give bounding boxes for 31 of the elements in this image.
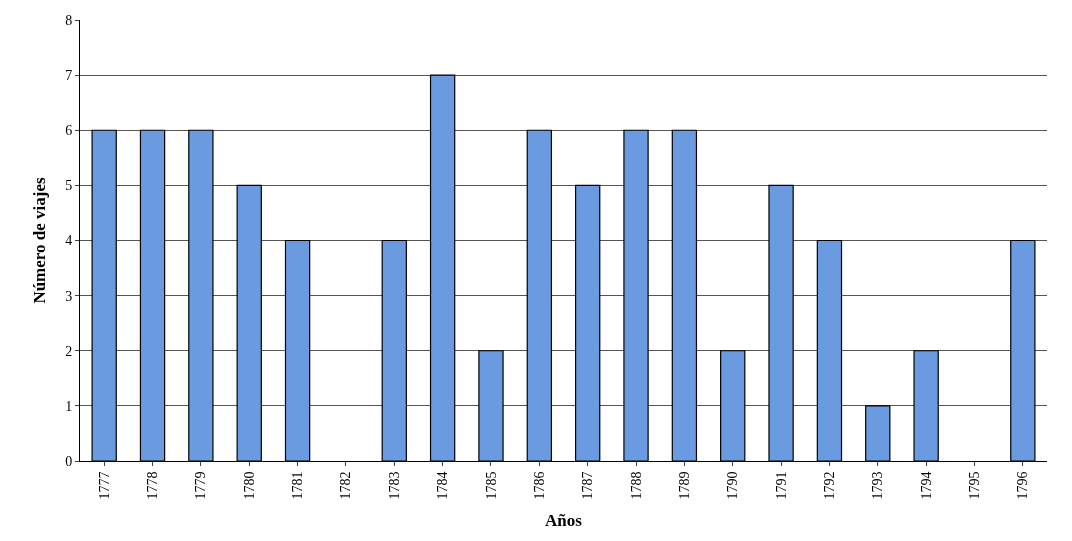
x-tick-label: 1790	[725, 471, 741, 500]
x-tick-label: 1795	[967, 471, 983, 500]
y-tick-label: 0	[65, 453, 73, 469]
y-tick-label: 3	[65, 288, 73, 304]
x-tick-label: 1778	[145, 471, 161, 500]
x-tick-label: 1794	[918, 471, 934, 500]
x-tick-label: 1787	[580, 471, 596, 500]
x-axis-title: Años	[545, 511, 583, 530]
x-tick-label: 1784	[435, 471, 451, 500]
x-tick-label: 1796	[1015, 471, 1031, 500]
x-tick-label: 1791	[773, 471, 789, 500]
x-tick-label: 1777	[96, 471, 112, 500]
y-axis-title: Número de viajes	[29, 177, 49, 304]
y-tick-label: 5	[65, 178, 73, 194]
y-tick-label: 4	[65, 233, 73, 249]
x-tick-label: 1788	[628, 471, 644, 500]
y-tick-label: 7	[65, 68, 73, 84]
x-tick-label: 1786	[531, 471, 547, 500]
y-tick-label: 6	[65, 123, 73, 139]
x-tick-label: 1789	[676, 471, 692, 500]
y-tick-label: 1	[65, 398, 73, 414]
x-tick-label: 1779	[193, 471, 209, 500]
x-tick-label: 1782	[338, 471, 354, 500]
x-tick-label: 1783	[386, 471, 402, 500]
x-tick-label: 1781	[290, 471, 306, 500]
y-tick-label: 2	[65, 343, 73, 359]
x-tick-label: 1780	[241, 471, 257, 500]
x-tick-label: 1793	[870, 471, 886, 500]
x-tick-label: 1792	[821, 471, 837, 500]
x-tick-label: 1785	[483, 471, 499, 500]
y-tick-label: 8	[65, 12, 73, 28]
